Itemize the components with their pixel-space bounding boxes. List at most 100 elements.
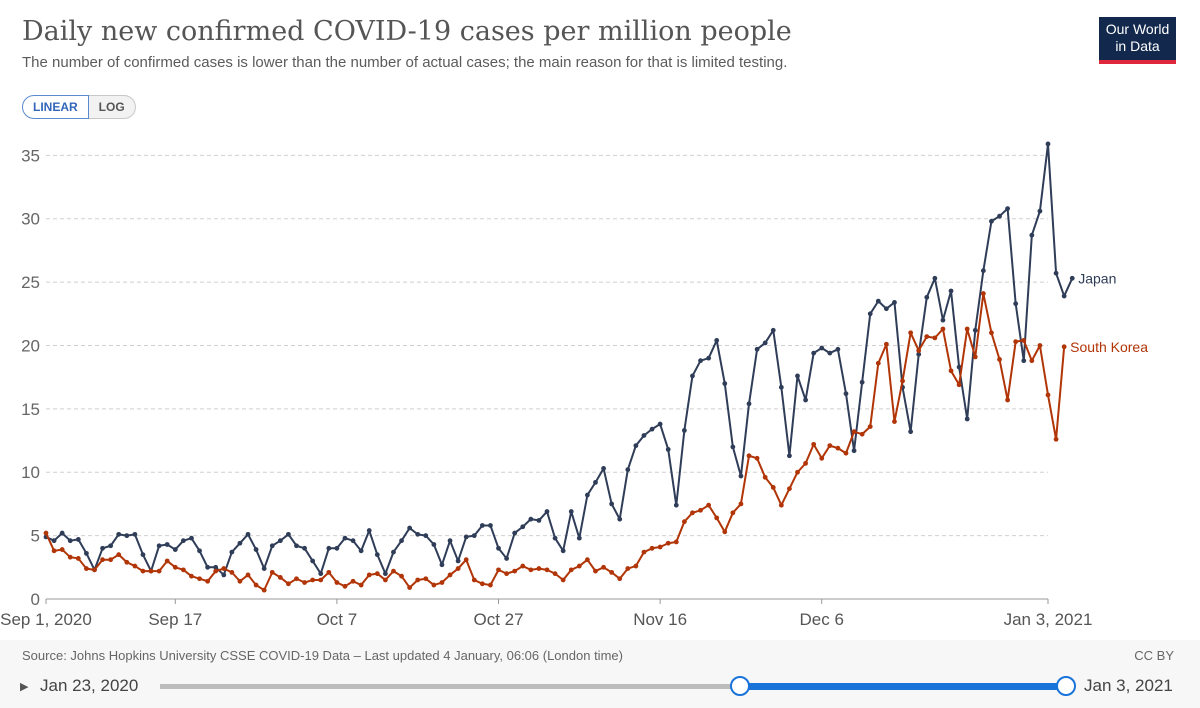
x-tick-label: Oct 27 [473,610,523,629]
log-scale-button[interactable]: LOG [88,95,136,119]
south-korea-data-point [471,577,477,583]
x-tick-label: Oct 7 [317,610,358,629]
japan-data-point [326,545,332,551]
south-korea-data-point [787,486,792,492]
japan-data-point [124,533,130,539]
south-korea-data-point [318,577,324,583]
japan-data-point [382,571,388,577]
japan-data-point [84,550,89,556]
south-korea-data-point [447,572,453,578]
japan-data-point [496,545,501,551]
x-tick-label: Nov 16 [633,610,687,629]
south-korea-data-point [479,581,485,587]
japan-data-point [116,531,122,537]
japan-data-point [221,572,227,578]
south-korea-data-point [924,334,930,340]
japan-data-point [447,538,453,544]
japan-data-point [1029,232,1035,238]
play-icon[interactable]: ▶ [20,681,29,693]
timeline-end-handle[interactable] [1056,676,1076,696]
south-korea-data-point [407,585,413,590]
japan-data-point [528,516,534,522]
south-korea-data-point [883,341,889,347]
japan-data-point [1005,206,1010,211]
japan-data-point [391,549,396,555]
owid-logo[interactable]: Our World in Data [1099,17,1176,64]
japan-data-point [940,317,946,323]
south-korea-data-point [59,547,65,552]
japan-data-point [989,218,994,224]
japan-data-point [342,535,348,541]
japan-data-point [366,528,372,533]
japan-data-point [625,467,631,473]
timeline-start-handle[interactable] [729,676,750,696]
south-korea-data-point [568,567,574,573]
south-korea-data-point [956,382,962,388]
japan-data-point [286,531,291,537]
japan-data-point [576,535,582,541]
japan-data-point [205,564,211,570]
japan-data-point [859,379,865,385]
south-korea-data-point [221,566,227,571]
south-korea-data-point [738,501,744,507]
south-korea-data-point [593,568,598,574]
japan-data-point [657,421,663,427]
linear-scale-button[interactable]: LINEAR [22,95,89,119]
south-korea-data-point [770,485,776,490]
south-korea-data-point [156,568,162,574]
license-link[interactable]: CC BY [1134,648,1174,663]
south-korea-data-point [601,564,606,570]
japan-data-point [51,538,57,544]
japan-data-point [851,448,857,454]
scale-toggle: LINEAR LOG [22,95,136,119]
y-tick-label: 20 [21,336,40,355]
south-korea-data-point [528,567,534,573]
y-tick-label: 0 [31,590,40,609]
japan-data-point [189,535,194,541]
south-korea-data-point [576,563,582,569]
japan-data-point [415,531,421,537]
south-korea-data-point [552,571,558,577]
timeline-selection[interactable] [740,683,1065,690]
south-korea-data-point [512,568,518,574]
japan-data-point [294,543,299,549]
japan-data-point [164,542,170,547]
south-korea-data-point [148,568,154,574]
south-korea-data-point [536,566,542,571]
south-korea-data-point [504,571,509,577]
south-korea-data-point [1053,436,1059,442]
japan-data-point [140,552,146,558]
south-korea-data-point [698,507,703,513]
japan-data-point [972,327,978,333]
south-korea-data-point [851,429,857,435]
japan-data-point [253,547,259,552]
japan-data-point [787,453,792,459]
south-korea-data-point [67,554,73,560]
south-korea-data-point [51,548,57,554]
japan-data-point [423,533,429,539]
japan-data-point [520,524,526,530]
south-korea-data-point [778,502,784,508]
japan-data-point [1037,208,1043,214]
timeline-track[interactable] [160,684,1066,689]
south-korea-data-point [132,563,138,569]
japan-data-point [665,447,671,452]
japan-data-point [132,531,138,537]
south-korea-data-point [746,453,752,459]
japan-data-point [738,473,744,479]
japan-data-point [867,311,873,317]
y-tick-label: 30 [21,210,40,229]
y-tick-label: 35 [21,146,40,165]
south-korea-data-point [374,571,380,577]
south-korea-data-point [730,510,736,516]
south-korea-data-point [415,577,421,583]
south-korea-data-point [964,326,970,332]
japan-data-point [673,502,679,508]
south-korea-data-point [488,582,493,588]
japan-data-point [649,426,655,432]
japan-data-point [544,509,550,514]
japan-data-point [172,547,178,552]
y-tick-label: 5 [31,527,40,546]
south-korea-data-point [382,577,388,583]
south-korea-data-point [431,582,437,588]
